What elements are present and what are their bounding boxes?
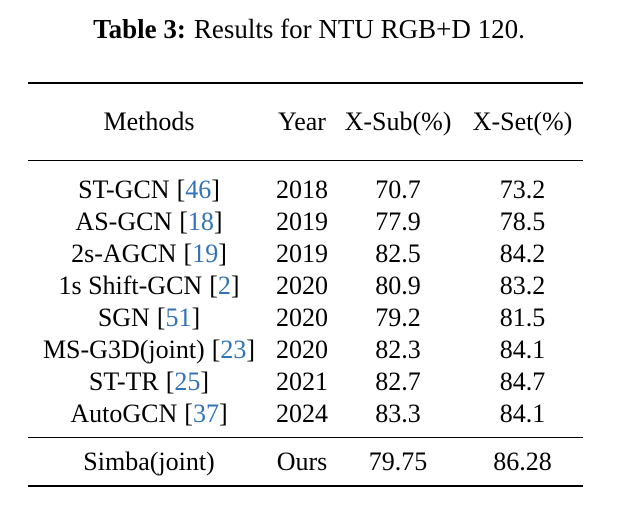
xsub-cell: 82.5: [375, 239, 421, 268]
header-row: Methods Year X-Sub(%) X-Set(%): [28, 83, 583, 161]
table-row: AutoGCN 37 2024 83.3 84.1: [28, 398, 583, 438]
xsub-cell: 82.3: [375, 335, 421, 364]
method-cell: AS-GCN 18: [28, 206, 270, 238]
citation-brackets: 23: [212, 335, 255, 364]
method-cell: ST-TR 25: [28, 366, 270, 398]
method-name: ST-TR: [88, 367, 159, 396]
xset-cell: 73.2: [499, 175, 546, 204]
table-row: ST-TR 25 2021 82.7 84.7: [28, 366, 583, 398]
table-caption-text: Results for NTU RGB+D 120.: [193, 14, 525, 44]
year-cell: 2019: [276, 239, 328, 268]
method-name: 1s Shift-GCN: [58, 271, 203, 300]
method-cell: 2s-AGCN 19: [28, 238, 270, 270]
results-table: Methods Year X-Sub(%) X-Set(%) ST-GCN 46 …: [28, 82, 583, 487]
xsub-cell: 79.2: [375, 303, 421, 332]
xset-cell: 86.28: [462, 437, 583, 486]
method-cell: 1s Shift-GCN 2: [28, 270, 270, 302]
xset-cell: 84.1: [499, 335, 546, 364]
method-cell: AutoGCN 37: [28, 398, 270, 438]
citation-link[interactable]: 23: [220, 335, 247, 364]
citation-brackets: 2: [209, 271, 239, 300]
citation-brackets: 18: [179, 207, 222, 236]
year-cell: 2024: [276, 399, 328, 428]
table-row: 1s Shift-GCN 2 2020 80.9 83.2: [28, 270, 583, 302]
method-cell: SGN 51: [28, 302, 270, 334]
citation-brackets: 37: [184, 399, 227, 428]
xsub-cell: 83.3: [375, 399, 421, 428]
ours-row: Simba(joint) Ours 79.75 86.28: [28, 437, 583, 486]
xsub-cell: 80.9: [375, 271, 421, 300]
xsub-cell: 79.75: [334, 437, 462, 486]
table-row: 2s-AGCN 19 2019 82.5 84.2: [28, 238, 583, 270]
method-cell: Simba(joint): [28, 437, 270, 486]
xset-cell: 81.5: [499, 303, 546, 332]
ours-row-section: Simba(joint) Ours 79.75 86.28: [28, 437, 583, 486]
xset-cell: 84.7: [499, 367, 546, 396]
method-name: ST-GCN: [78, 175, 170, 204]
method-name: AS-GCN: [75, 207, 173, 236]
xsub-cell: 82.7: [375, 367, 421, 396]
method-name: SGN: [97, 303, 150, 332]
table-caption-label: Table 3:: [93, 14, 186, 44]
citation-link[interactable]: 37: [192, 399, 219, 428]
year-cell: 2020: [276, 303, 328, 332]
method-name: AutoGCN: [70, 399, 178, 428]
citation-brackets: 25: [166, 367, 209, 396]
year-cell: Ours: [270, 437, 334, 486]
citation-link[interactable]: 2: [217, 271, 231, 300]
citation-brackets: 51: [157, 303, 200, 332]
xsub-cell: 77.9: [375, 207, 421, 236]
citation-brackets: 46: [177, 175, 220, 204]
table-row: SGN 51 2020 79.2 81.5: [28, 302, 583, 334]
method-cell: ST-GCN 46: [28, 161, 270, 207]
xset-cell: 83.2: [499, 271, 546, 300]
citation-link[interactable]: 18: [187, 207, 214, 236]
citation-link[interactable]: 46: [185, 175, 212, 204]
citation-link[interactable]: 25: [174, 367, 201, 396]
column-header-xset: X-Set(%): [462, 83, 583, 161]
column-header-year: Year: [270, 83, 334, 161]
table-body: ST-GCN 46 2018 70.7 73.2 AS-GCN 18 2019 77…: [28, 161, 583, 438]
table-caption: Table 3: Results for NTU RGB+D 120.: [0, 12, 618, 46]
method-cell: MS-G3D(joint) 23: [28, 334, 270, 366]
year-cell: 2020: [276, 335, 328, 364]
year-cell: 2020: [276, 271, 328, 300]
xset-cell: 78.5: [499, 207, 546, 236]
xset-cell: 84.1: [499, 399, 546, 428]
method-name: 2s-AGCN: [71, 239, 177, 268]
citation-link[interactable]: 51: [165, 303, 192, 332]
citation-link[interactable]: 19: [192, 239, 219, 268]
table-row: MS-G3D(joint) 23 2020 82.3 84.1: [28, 334, 583, 366]
table-row: AS-GCN 18 2019 77.9 78.5: [28, 206, 583, 238]
method-name: MS-G3D(joint): [42, 335, 205, 364]
table-row: ST-GCN 46 2018 70.7 73.2: [28, 161, 583, 207]
column-header-methods: Methods: [28, 83, 270, 161]
xsub-cell: 70.7: [375, 175, 421, 204]
xset-cell: 84.2: [499, 239, 546, 268]
year-cell: 2018: [276, 175, 328, 204]
year-cell: 2019: [276, 207, 328, 236]
table-header: Methods Year X-Sub(%) X-Set(%): [28, 83, 583, 161]
column-header-xsub: X-Sub(%): [334, 83, 462, 161]
citation-brackets: 19: [184, 239, 227, 268]
year-cell: 2021: [276, 367, 328, 396]
